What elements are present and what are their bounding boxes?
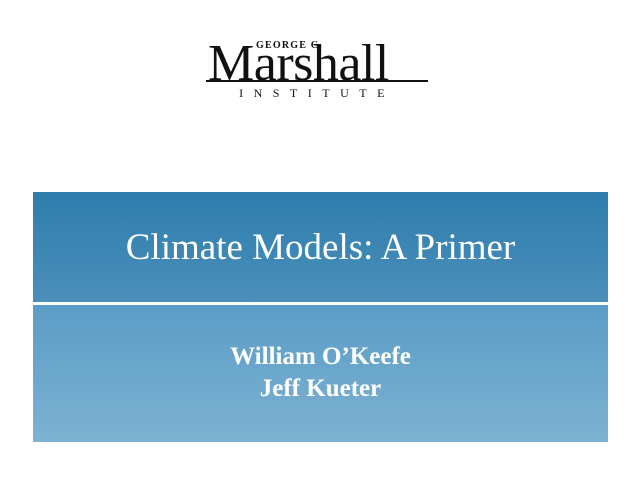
author-name: William O’Keefe [230,343,411,370]
logo-rule [206,80,428,82]
institute-logo: Marshall GEORGE C. INSTITUTE [206,34,430,102]
logo-overline: GEORGE C. [256,40,323,51]
author-list: William O’Keefe Jeff Kueter [33,341,608,405]
logo-subtitle: INSTITUTE [239,86,395,100]
title-band: Climate Models: A Primer [33,192,608,302]
author-band: William O’Keefe Jeff Kueter [33,305,608,442]
author-name: Jeff Kueter [259,375,382,402]
document-title: Climate Models: A Primer [125,226,516,268]
